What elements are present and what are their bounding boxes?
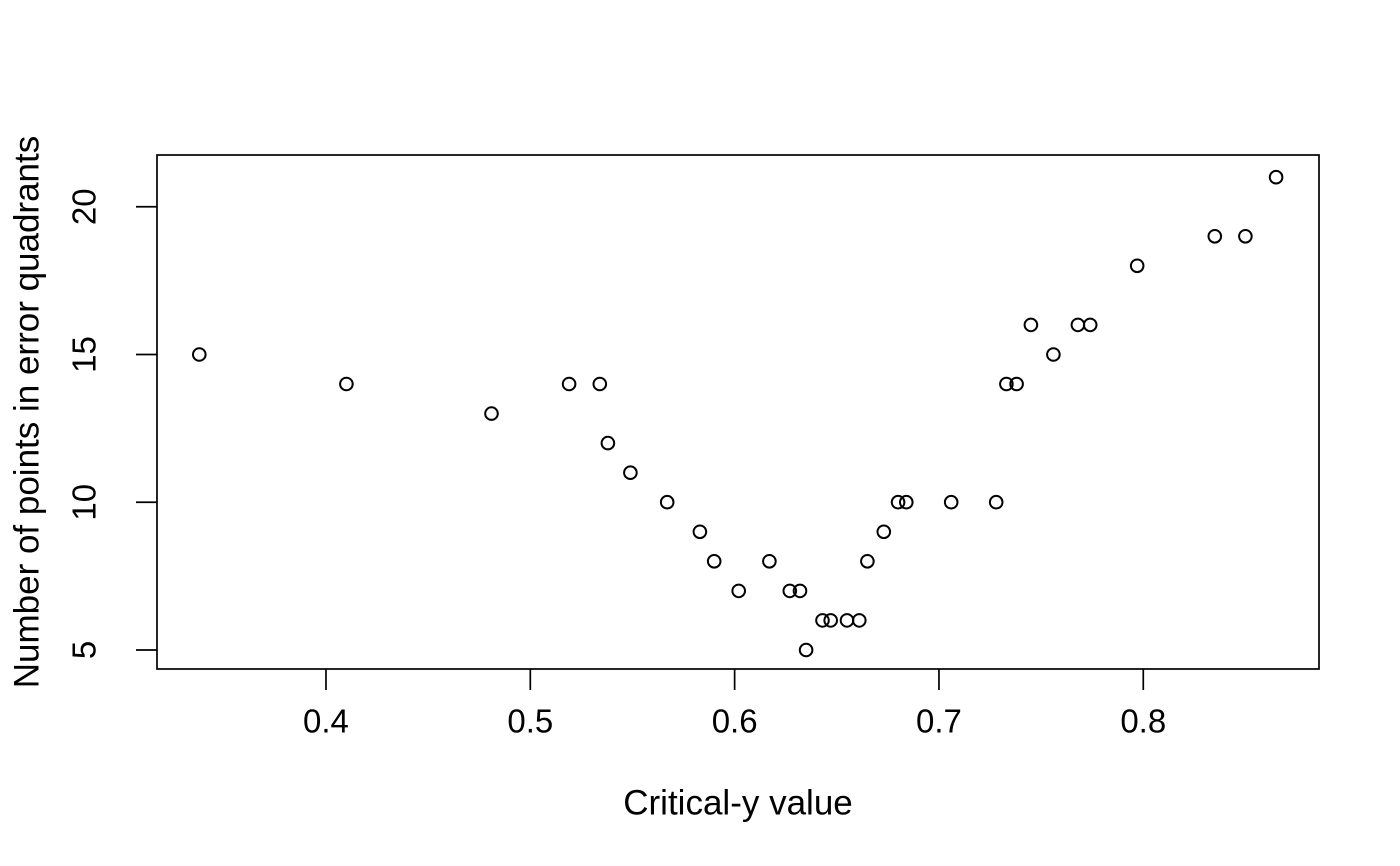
data-point (1023, 317, 1039, 333)
data-point (339, 376, 354, 392)
data-point (876, 524, 892, 540)
y-axis-title: Number of points in error quadrants (8, 136, 47, 689)
x-axis-tick-label: 0.6 (712, 703, 758, 740)
data-point (852, 613, 867, 628)
x-axis-title: Critical-y value (623, 784, 853, 823)
data-point (815, 613, 830, 628)
data-point (731, 583, 747, 599)
data-point (1070, 317, 1086, 333)
data-point (1082, 317, 1098, 333)
y-axis-tick-label: 15 (66, 336, 103, 373)
data-point (823, 613, 839, 628)
data-point (659, 494, 675, 510)
data-point (592, 376, 608, 392)
data-point (600, 435, 616, 451)
data-point (692, 524, 708, 540)
data-point (988, 494, 1004, 510)
data-point (706, 554, 722, 569)
data-point (1009, 376, 1024, 392)
data-point (839, 613, 855, 628)
data-point (1207, 229, 1223, 244)
data-point (484, 406, 499, 421)
x-axis-tick-label: 0.5 (507, 703, 553, 740)
y-axis-tick-label: 5 (66, 641, 103, 659)
data-point (1238, 229, 1253, 244)
data-point (192, 347, 207, 362)
data-point (1129, 258, 1145, 274)
data-point (1046, 347, 1061, 362)
data-point (860, 554, 875, 569)
x-axis-tick-label: 0.8 (1120, 703, 1166, 740)
plot-frame (156, 154, 1320, 670)
data-point (899, 494, 914, 510)
data-point (792, 583, 808, 599)
y-axis-tick-label: 20 (66, 188, 103, 225)
data-point (999, 376, 1014, 392)
data-point (798, 642, 814, 658)
y-axis-tick-label: 10 (66, 484, 103, 521)
x-axis-tick-label: 0.4 (303, 703, 349, 740)
data-point (782, 583, 798, 599)
data-point (623, 465, 638, 481)
x-axis-tick-label: 0.7 (916, 703, 962, 740)
data-point (943, 494, 959, 510)
data-point (890, 494, 906, 510)
data-point (561, 376, 577, 392)
data-point (1268, 169, 1284, 185)
data-point (762, 554, 777, 569)
